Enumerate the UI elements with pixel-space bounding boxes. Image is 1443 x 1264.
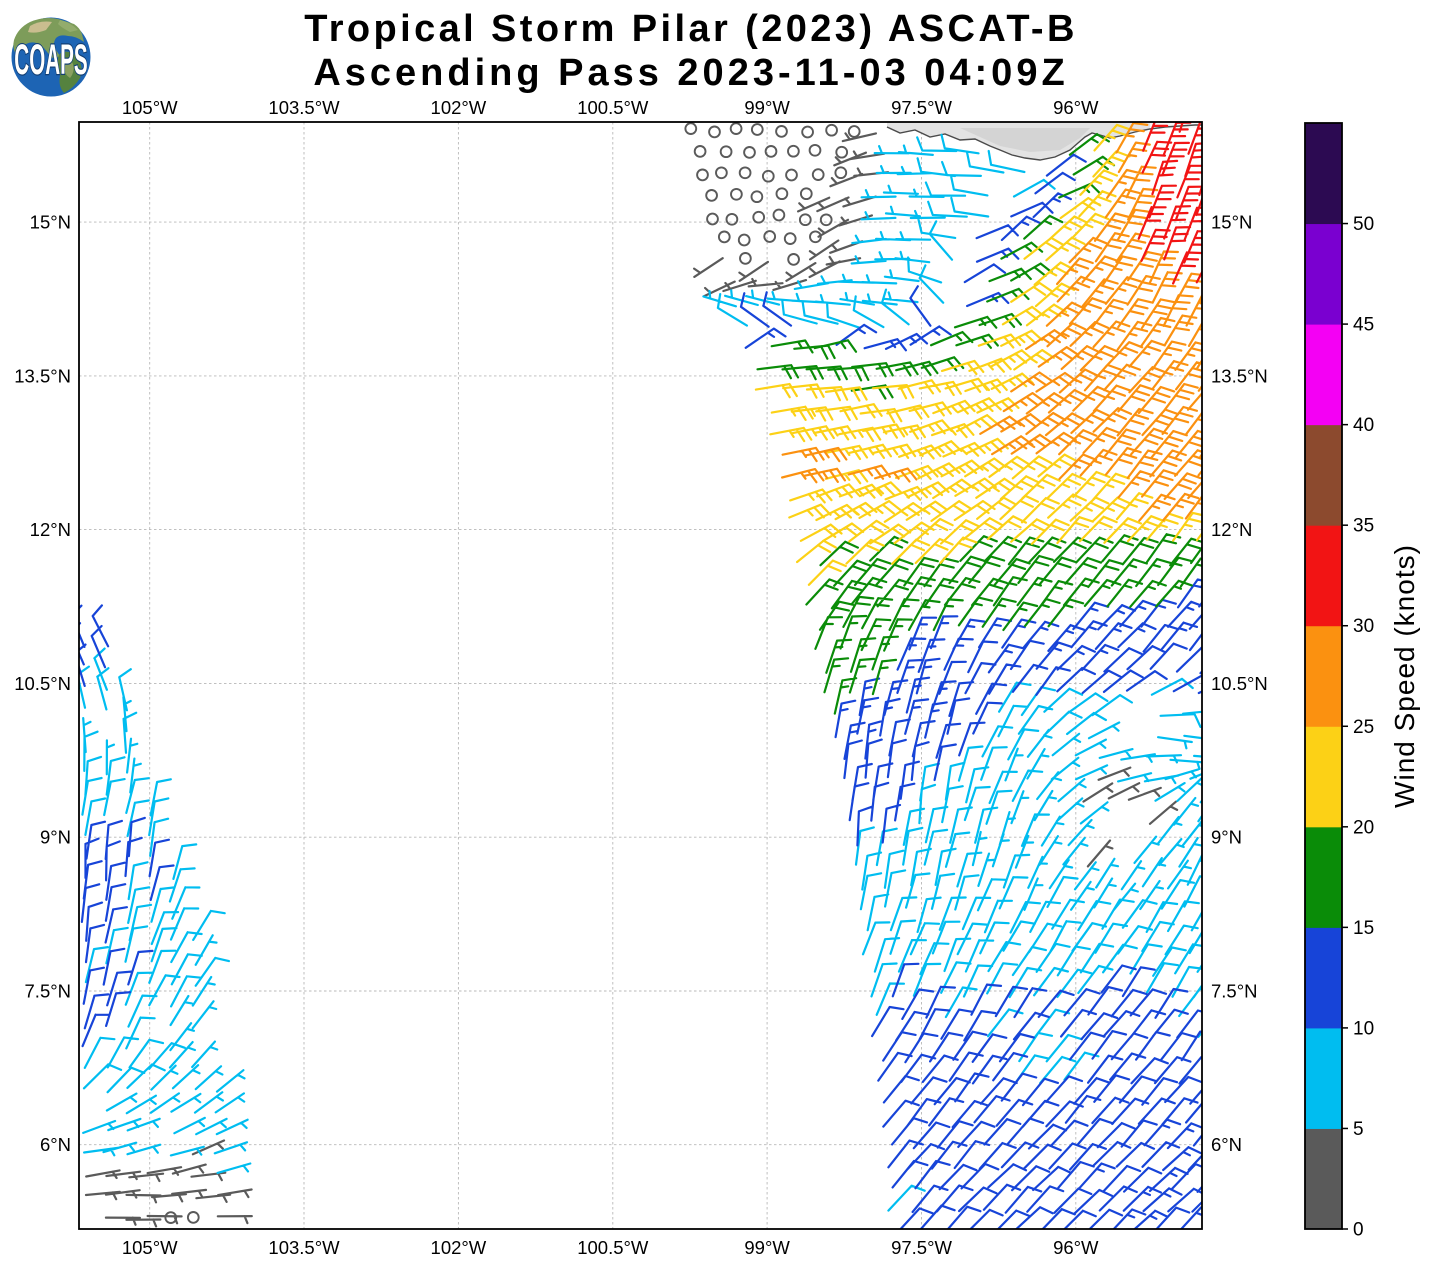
svg-text:96°W: 96°W [1053,97,1099,118]
svg-text:9°N: 9°N [40,827,71,848]
svg-text:35: 35 [1353,516,1374,537]
svg-text:50: 50 [1353,214,1374,235]
svg-text:15°N: 15°N [1211,212,1252,233]
svg-text:99°W: 99°W [744,97,790,118]
svg-text:97.5°W: 97.5°W [891,97,952,118]
svg-text:12°N: 12°N [1211,519,1252,540]
svg-text:45: 45 [1353,315,1374,336]
svg-text:10: 10 [1353,1018,1374,1039]
svg-text:103.5°W: 103.5°W [268,97,340,118]
svg-text:103.5°W: 103.5°W [268,1237,340,1258]
svg-text:96°W: 96°W [1053,1237,1099,1258]
svg-text:30: 30 [1353,616,1374,637]
svg-text:97.5°W: 97.5°W [891,1237,952,1258]
svg-text:12°N: 12°N [30,519,71,540]
svg-text:102°W: 102°W [431,97,487,118]
svg-text:13.5°N: 13.5°N [1211,365,1268,386]
svg-text:100.5°W: 100.5°W [577,97,649,118]
svg-text:Ascending Pass 2023-11-03 04:0: Ascending Pass 2023-11-03 04:09Z [313,52,1068,94]
svg-text:100.5°W: 100.5°W [577,1237,649,1258]
svg-text:9°N: 9°N [1211,827,1242,848]
svg-text:Tropical Storm Pilar (2023) AS: Tropical Storm Pilar (2023) ASCAT-B [304,8,1078,50]
svg-text:5: 5 [1353,1119,1364,1140]
svg-text:7.5°N: 7.5°N [1211,981,1257,1002]
svg-text:7.5°N: 7.5°N [25,981,71,1002]
svg-text:105°W: 105°W [122,97,178,118]
svg-text:20: 20 [1353,817,1374,838]
svg-text:105°W: 105°W [122,1237,178,1258]
svg-text:15°N: 15°N [30,212,71,233]
svg-text:102°W: 102°W [431,1237,487,1258]
svg-text:25: 25 [1353,717,1374,738]
svg-text:40: 40 [1353,415,1374,436]
svg-text:99°W: 99°W [744,1237,790,1258]
svg-text:6°N: 6°N [1211,1134,1242,1155]
svg-text:15: 15 [1353,918,1374,939]
svg-text:Wind Speed (knots): Wind Speed (knots) [1389,544,1420,808]
svg-text:10.5°N: 10.5°N [1211,673,1268,694]
svg-text:COAPS: COAPS [14,36,87,84]
svg-text:6°N: 6°N [40,1134,71,1155]
svg-text:0: 0 [1353,1220,1364,1241]
svg-text:13.5°N: 13.5°N [14,365,71,386]
svg-text:10.5°N: 10.5°N [14,673,71,694]
